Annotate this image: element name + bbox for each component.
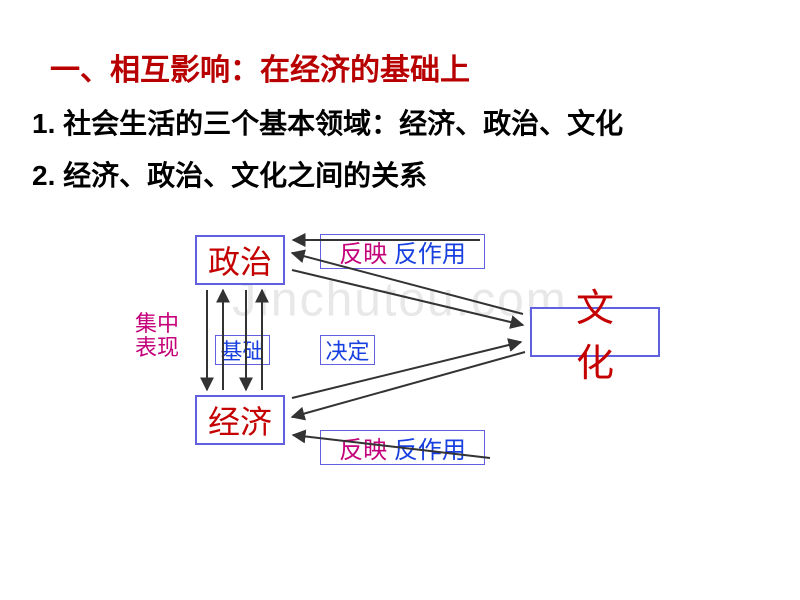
diagram-arrows	[0, 0, 800, 600]
